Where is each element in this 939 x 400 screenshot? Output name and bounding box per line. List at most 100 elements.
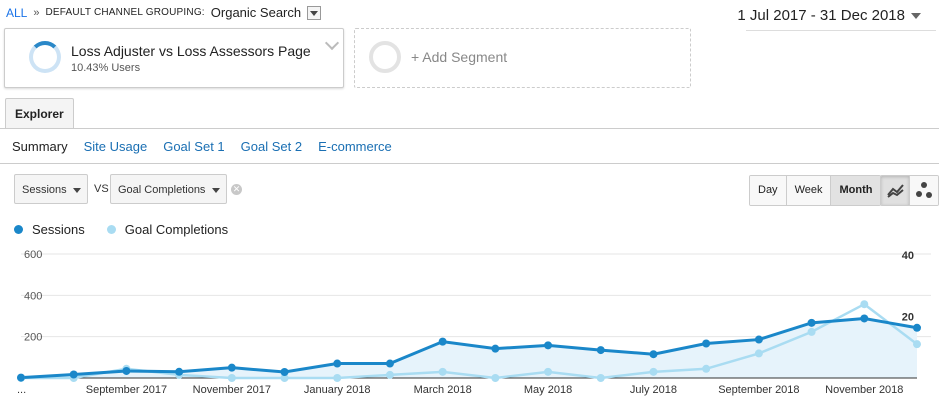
segment-user-share: 10.43% Users: [71, 62, 141, 74]
sessions-chart: 200 400 600 20 40... September 2017 November 2…: [17, 249, 931, 396]
sessions-point: [649, 350, 658, 359]
month-button[interactable]: Month: [831, 176, 881, 205]
sessions-point: [702, 339, 711, 348]
chevron-down-icon[interactable]: [324, 35, 340, 51]
goal-completions-point: [702, 364, 711, 373]
report-subtabs: Summary Site Usage Goal Set 1 Goal Set 2…: [12, 139, 392, 154]
goal-completions-point: [860, 300, 869, 309]
sessions-point: [333, 359, 342, 368]
breadcrumb-grouping-value: Organic Search: [210, 5, 302, 20]
breadcrumb: ALL » DEFAULT CHANNEL GROUPING: Organic …: [6, 5, 322, 20]
add-segment-label: + Add Segment: [411, 49, 508, 65]
sessions-point: [438, 337, 447, 346]
goal-completions-point: [649, 367, 658, 376]
subtab-ecommerce[interactable]: E-commerce: [318, 139, 392, 154]
goal-completions-point: [491, 374, 500, 382]
date-range-text: 1 Jul 2017 - 31 Dec 2018: [737, 7, 905, 24]
tab-explorer[interactable]: Explorer: [5, 98, 74, 129]
goal-completions-point: [544, 367, 553, 376]
period-toggle: Day Week Month: [749, 175, 882, 206]
subtabs-divider: [0, 163, 939, 164]
x-tick-label: July 2018: [630, 384, 677, 396]
legend-label-sessions: Sessions: [32, 222, 85, 237]
goal-completions-point: [596, 374, 605, 382]
x-tick-label: November 2018: [825, 384, 903, 396]
chevron-down-icon: [212, 188, 220, 193]
tab-divider: [0, 128, 939, 129]
primary-metric-label: Sessions: [22, 184, 67, 196]
chart-type-toggle: [880, 175, 939, 206]
y-left-tick-label: 200: [24, 332, 42, 344]
primary-metric-select[interactable]: Sessions: [14, 174, 88, 204]
add-segment-card[interactable]: + Add Segment: [354, 28, 691, 88]
line-chart-button[interactable]: [881, 176, 910, 205]
goal-completions-point: [754, 349, 763, 358]
segment-name: Loss Adjuster vs Loss Assessors Page: [71, 43, 311, 59]
chart-legend: Sessions Goal Completions: [14, 222, 228, 237]
sessions-point: [69, 370, 78, 379]
x-tick-label: March 2018: [414, 384, 472, 396]
series-line-sessions: [20, 316, 918, 380]
date-range-picker[interactable]: 1 Jul 2017 - 31 Dec 2018: [737, 7, 921, 24]
goal-completions-point: [438, 367, 447, 376]
goal-completions-point: [227, 374, 236, 382]
segment-placeholder-icon: [369, 41, 401, 73]
breadcrumb-all-link[interactable]: ALL: [6, 5, 28, 20]
sessions-area: [21, 318, 917, 378]
secondary-metric-label: Goal Completions: [118, 184, 206, 196]
goal-completions-point: [913, 340, 921, 349]
y-right-tick-label: 20: [902, 312, 914, 324]
sessions-point: [385, 359, 394, 368]
goal-completions-point: [807, 327, 816, 336]
x-tick-label: May 2018: [524, 384, 572, 396]
motion-chart-icon: [916, 182, 932, 198]
vs-label: VS: [94, 183, 109, 195]
x-tick-label: November 2017: [193, 384, 271, 396]
x-tick-label: September 2017: [86, 384, 167, 396]
sessions-point: [807, 318, 816, 327]
sessions-point: [596, 346, 605, 355]
legend-item-sessions[interactable]: Sessions: [14, 222, 85, 237]
sessions-point: [913, 323, 921, 332]
sessions-point: [280, 368, 289, 377]
breadcrumb-separator: »: [33, 6, 40, 19]
secondary-metric-select[interactable]: Goal Completions: [110, 174, 227, 204]
clear-metric-icon[interactable]: ✕: [231, 184, 242, 195]
y-left-tick-label: 600: [24, 249, 42, 261]
subtab-site-usage[interactable]: Site Usage: [83, 139, 148, 154]
series-line-goal-completions: [21, 302, 918, 380]
x-tick-label: ...: [17, 384, 26, 396]
goal-completions-point: [333, 374, 342, 382]
motion-chart-button[interactable]: [910, 176, 938, 205]
goal-completions-point: [385, 370, 394, 379]
sessions-point: [754, 335, 763, 344]
legend-item-goal-completions[interactable]: Goal Completions: [106, 222, 229, 237]
date-range-underline: [746, 30, 936, 31]
sessions-point: [491, 344, 500, 353]
subtab-goal-set-2[interactable]: Goal Set 2: [240, 139, 303, 154]
week-button[interactable]: Week: [786, 176, 832, 205]
segment-donut-icon: [29, 41, 61, 73]
chevron-down-icon: [73, 188, 81, 193]
y-left-tick-label: 400: [24, 290, 42, 302]
x-tick-label: September 2018: [718, 384, 799, 396]
chevron-down-icon: [911, 12, 921, 19]
legend-label-goal-completions: Goal Completions: [124, 222, 229, 237]
legend-dot-sessions: [14, 225, 23, 234]
legend-dot-goal-completions: [106, 225, 116, 234]
segment-card-active[interactable]: Loss Adjuster vs Loss Assessors Page 10.…: [4, 28, 344, 88]
day-button[interactable]: Day: [750, 176, 787, 205]
breadcrumb-grouping-label: DEFAULT CHANNEL GROUPING:: [45, 7, 205, 18]
sessions-point: [122, 366, 131, 375]
subtab-goal-set-1[interactable]: Goal Set 1: [163, 139, 225, 154]
sessions-point: [544, 341, 553, 350]
goal-completions-point: [280, 374, 289, 382]
sessions-point: [227, 363, 236, 372]
sessions-point: [175, 367, 184, 376]
sessions-point: [17, 373, 25, 382]
x-tick-label: January 2018: [304, 384, 371, 396]
subtab-summary[interactable]: Summary: [12, 139, 68, 154]
breadcrumb-dropdown-icon[interactable]: [307, 5, 322, 20]
line-chart-icon: [887, 184, 904, 198]
sessions-point: [860, 314, 869, 323]
